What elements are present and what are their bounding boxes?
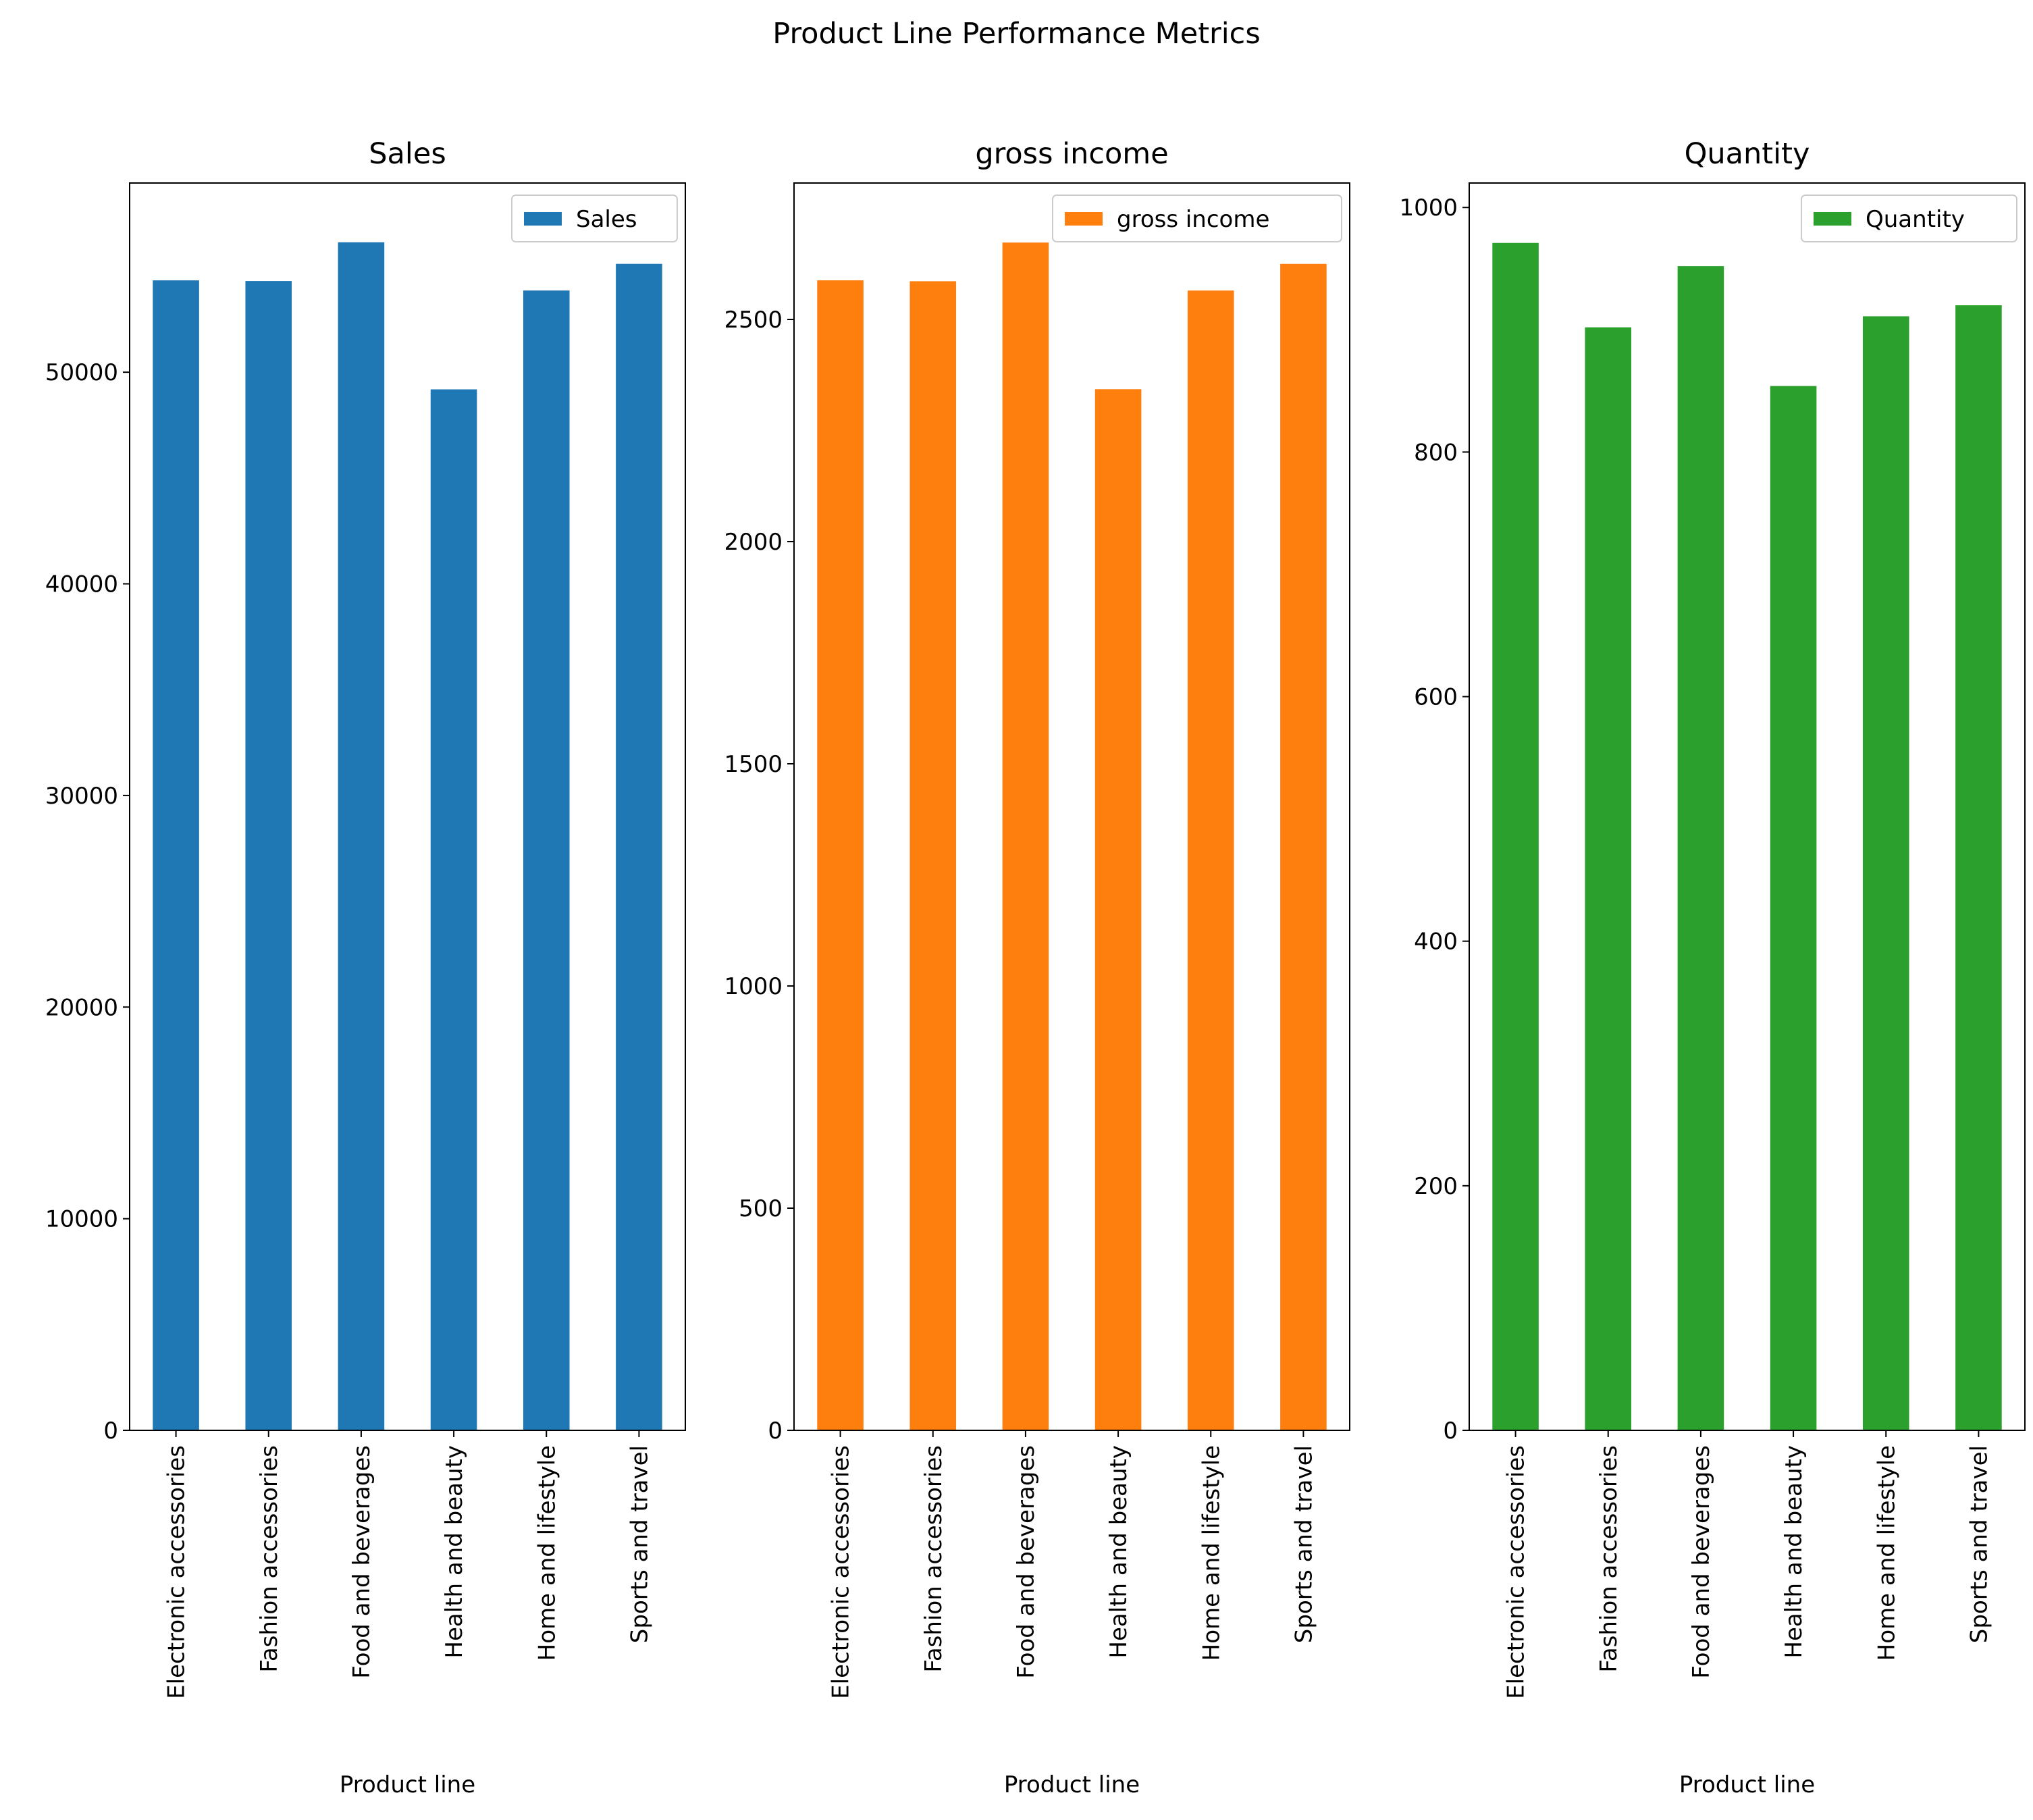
legend-box	[1801, 194, 2017, 242]
y-tick-label: 20000	[45, 994, 118, 1021]
y-tick-label: 0	[768, 1418, 783, 1445]
y-tick-label: 2000	[724, 529, 783, 556]
y-tick-label: 200	[1414, 1173, 1458, 1200]
legend-label: Quantity	[1866, 206, 1965, 233]
x-tick-label: Food and beverages	[1013, 1445, 1040, 1679]
y-tick-label: 400	[1414, 929, 1458, 956]
x-axis-label: Product line	[1004, 1771, 1140, 1798]
x-tick-label: Food and beverages	[348, 1445, 375, 1679]
bar-sports-and-travel	[1955, 305, 2002, 1431]
axes-frame	[129, 182, 686, 1431]
x-tick-label: Home and lifestyle	[1873, 1445, 1900, 1661]
legend-box	[511, 194, 678, 242]
x-tick-label: Health and beauty	[1780, 1445, 1807, 1659]
figure-title: Product Line Performance Metrics	[772, 17, 1261, 51]
y-tick-label: 0	[1443, 1418, 1458, 1445]
x-tick-label: Food and beverages	[1688, 1445, 1715, 1679]
y-tick-label: 600	[1414, 684, 1458, 711]
y-tick-label: 2500	[724, 307, 783, 334]
x-tick-label: Home and lifestyle	[533, 1445, 560, 1661]
subplot-title: Sales	[369, 137, 446, 171]
x-axis-label: Product line	[340, 1771, 475, 1798]
bar-food-and-beverages	[1002, 242, 1049, 1430]
bar-sports-and-travel	[616, 263, 662, 1430]
x-tick-label: Sports and travel	[626, 1445, 653, 1643]
subplot-title: Quantity	[1685, 137, 1810, 171]
bar-fashion-accessories	[1585, 327, 1632, 1430]
bar-electronic-accessories	[817, 280, 864, 1430]
x-tick-label: Health and beauty	[1105, 1445, 1132, 1659]
y-tick-label: 1000	[724, 973, 783, 1000]
x-tick-label: Home and lifestyle	[1198, 1445, 1225, 1661]
bar-health-and-beauty	[430, 389, 477, 1430]
y-tick-label: 50000	[45, 359, 118, 386]
y-tick-label: 800	[1414, 439, 1458, 466]
subplot-1: 0 10000 20000 30000 40000 50000 Electronic acc…	[45, 137, 686, 1798]
axes-frame	[1469, 182, 2026, 1431]
legend-box	[1052, 194, 1342, 242]
subplot-2: 0 500 1000 1500 2000 2500 Electronic accessori…	[724, 137, 1350, 1798]
y-tick-label: 30000	[45, 783, 118, 810]
bar-home-and-lifestyle	[1862, 316, 1909, 1430]
x-tick-label: Health and beauty	[441, 1445, 468, 1659]
subplot-title: gross income	[975, 137, 1168, 171]
subplot-3: 0 200 400 600 800 1000 Electronic accessories F…	[1399, 137, 2026, 1798]
legend-label: gross income	[1117, 206, 1269, 233]
legend-swatch	[1814, 212, 1851, 226]
bar-food-and-beverages	[1677, 266, 1724, 1431]
bar-sports-and-travel	[1280, 263, 1327, 1430]
bar-electronic-accessories	[1492, 242, 1539, 1431]
x-tick-label: Fashion accessories	[256, 1445, 283, 1673]
legend-label: Sales	[576, 206, 637, 233]
bar-health-and-beauty	[1770, 386, 1817, 1430]
bar-fashion-accessories	[909, 281, 957, 1431]
bar-electronic-accessories	[153, 280, 199, 1430]
x-tick-label: Electronic accessories	[163, 1445, 190, 1699]
bar-food-and-beverages	[338, 242, 385, 1431]
y-tick-label: 40000	[45, 571, 118, 598]
y-tick-label: 0	[103, 1418, 118, 1445]
x-tick-label: Sports and travel	[1965, 1445, 1992, 1643]
y-tick-label: 500	[739, 1195, 783, 1222]
bar-home-and-lifestyle	[1187, 290, 1234, 1430]
axes-frame	[793, 182, 1350, 1431]
x-tick-label: Electronic accessories	[1503, 1445, 1530, 1699]
bar-fashion-accessories	[245, 281, 292, 1430]
x-tick-label: Electronic accessories	[828, 1445, 855, 1699]
x-axis-label: Product line	[1679, 1771, 1815, 1798]
legend-swatch	[1065, 212, 1103, 226]
y-tick-label: 1000	[1399, 194, 1458, 222]
y-tick-label: 10000	[45, 1206, 118, 1233]
legend-swatch	[524, 212, 562, 226]
x-tick-label: Fashion accessories	[920, 1445, 947, 1673]
y-tick-label: 1500	[724, 751, 783, 778]
bar-health-and-beauty	[1094, 389, 1142, 1430]
bar-home-and-lifestyle	[523, 290, 570, 1431]
x-tick-label: Sports and travel	[1290, 1445, 1317, 1643]
x-tick-label: Fashion accessories	[1595, 1445, 1622, 1673]
